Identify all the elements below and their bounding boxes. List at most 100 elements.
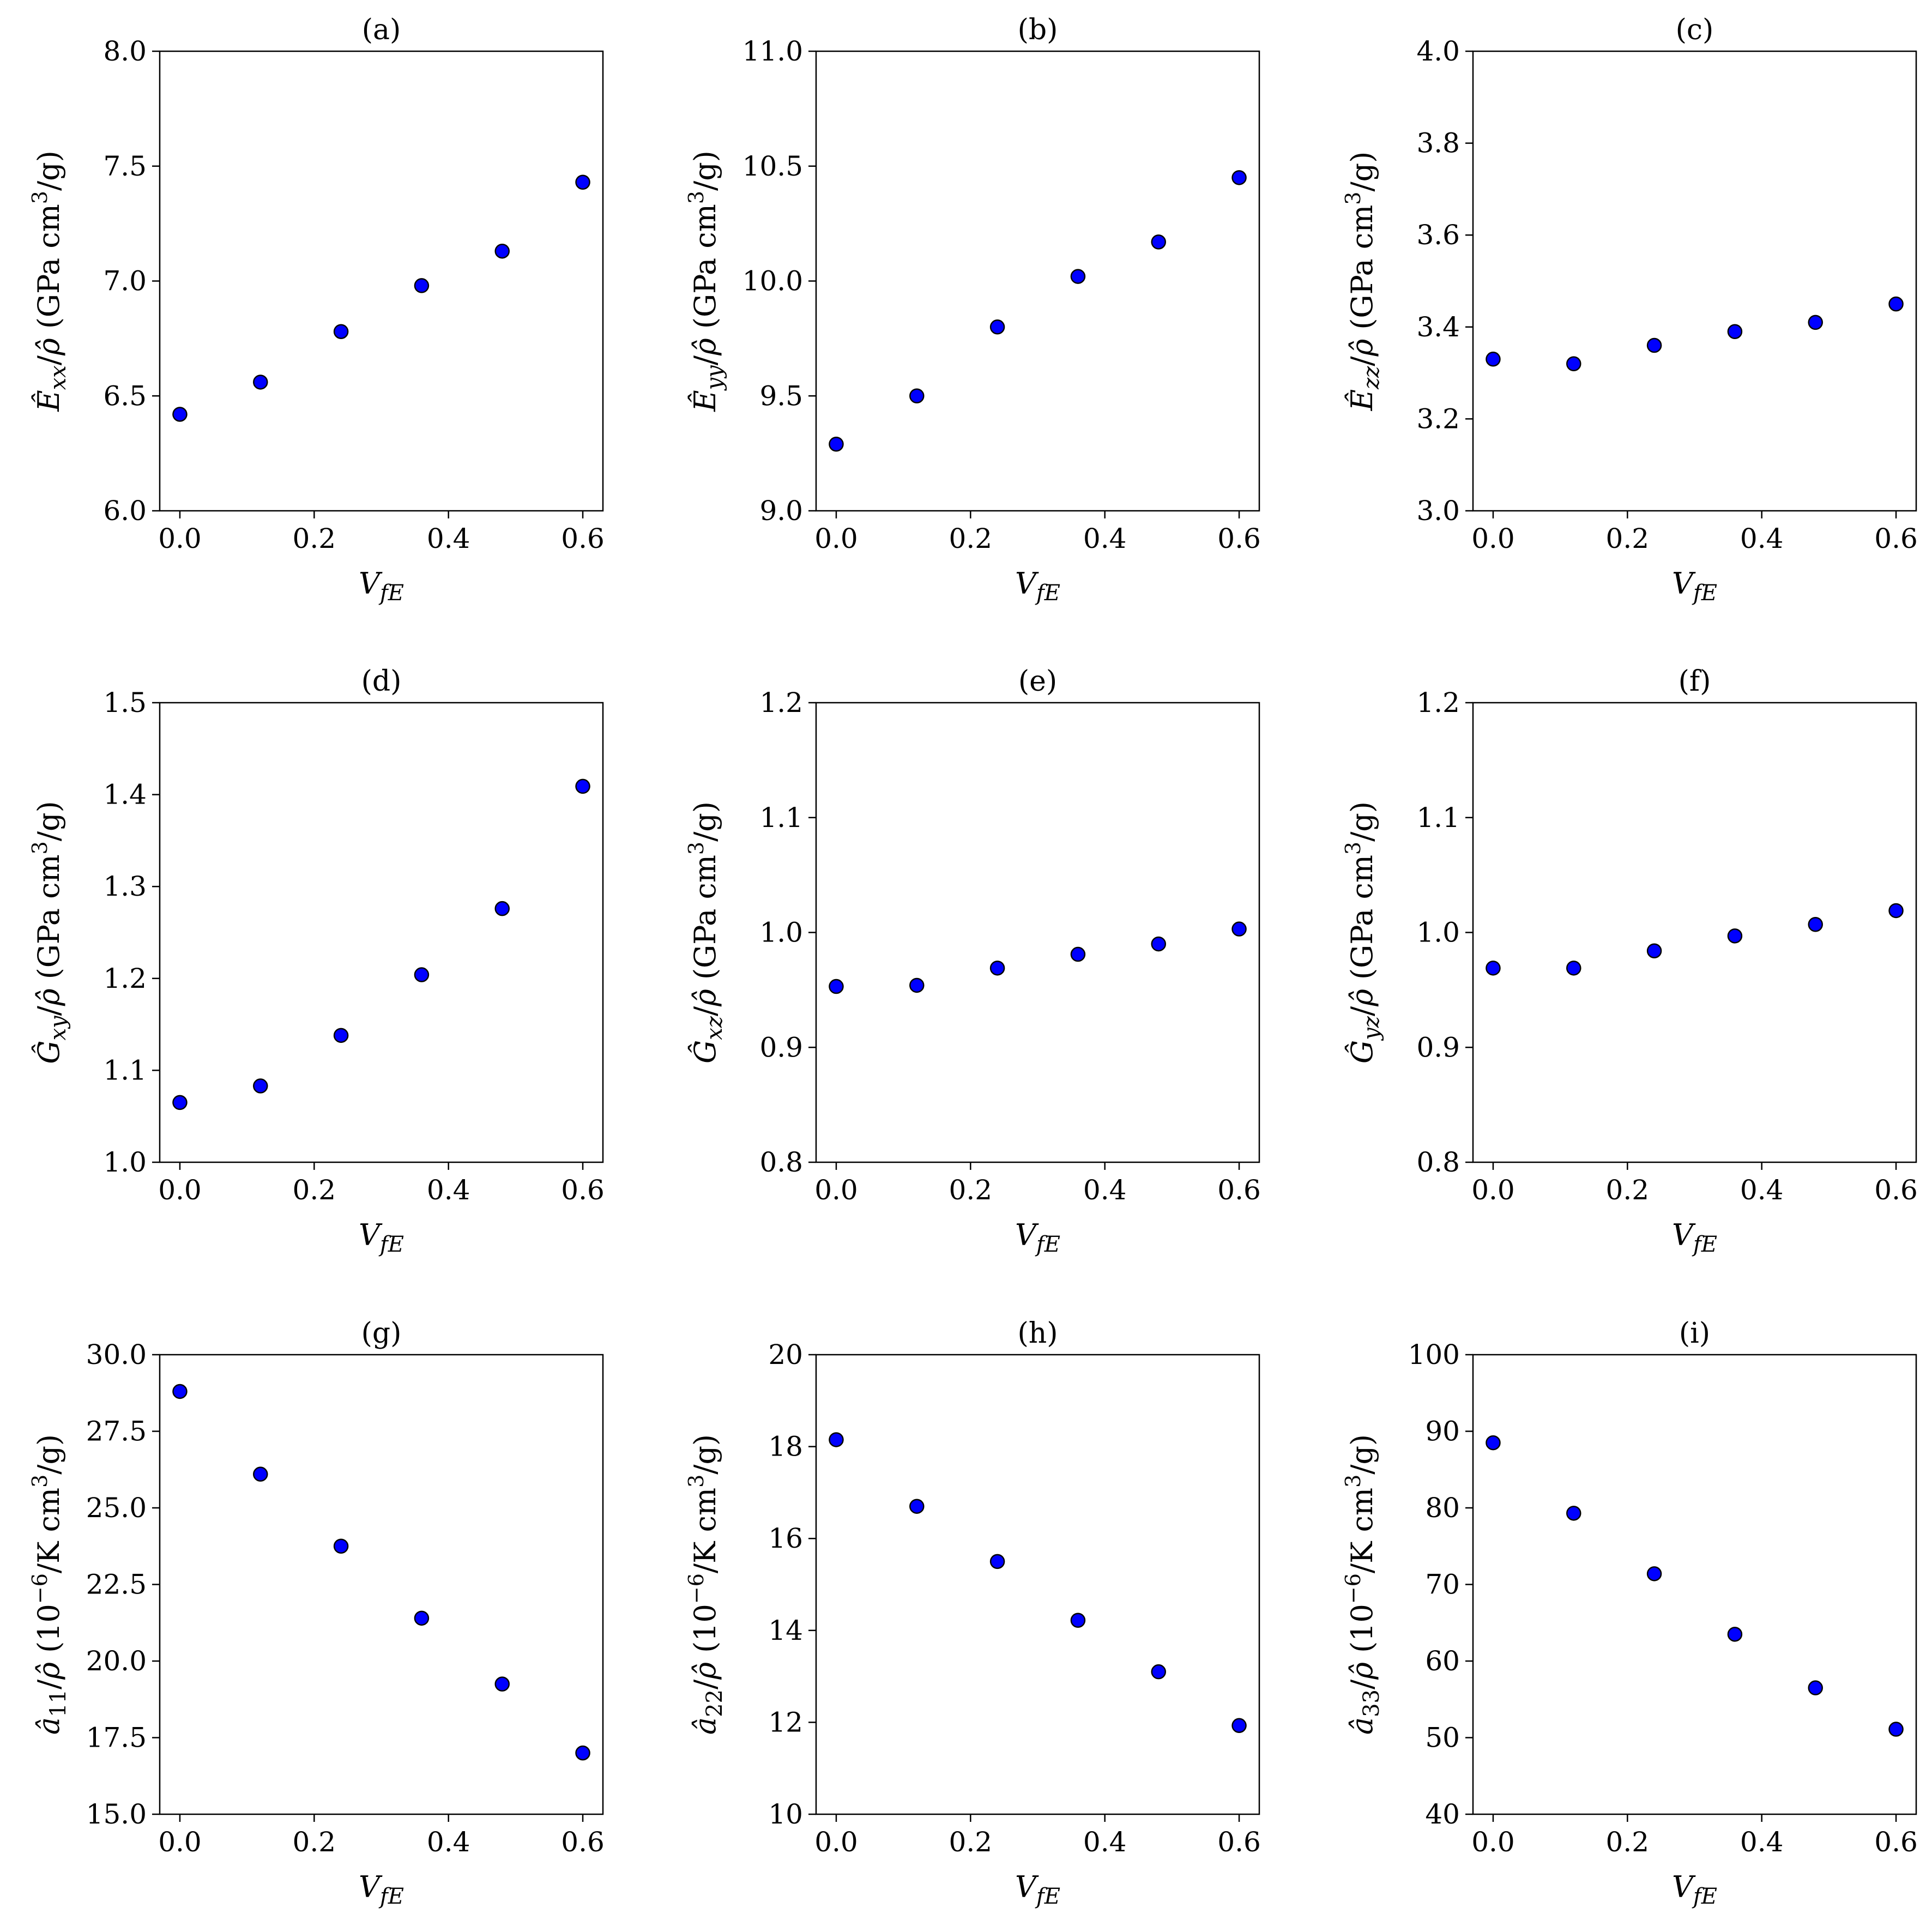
y-tick-label: 12 <box>768 1706 803 1738</box>
x-tick-label: 0.0 <box>158 1174 202 1206</box>
y-tick-label: 10.5 <box>742 150 803 182</box>
y-tick-label: 0.8 <box>1416 1146 1460 1178</box>
x-axis-label: VfE <box>359 1870 404 1909</box>
y-tick-label: 30.0 <box>86 1339 147 1370</box>
data-point <box>1646 1566 1662 1581</box>
y-axis-label: â33/ρ̂ (10−6/K cm3/g) <box>1341 1434 1384 1735</box>
x-tick-label: 0.2 <box>293 1826 336 1858</box>
y-axis-label: Êxx/ρ̂ (GPa cm3/g) <box>28 150 71 412</box>
data-point <box>829 1432 844 1447</box>
panel-title: (d) <box>361 665 402 698</box>
panel-h: (h) 0.0 0.2 0.4 0.6 10 12 14 16 18 20 VfE â22/ρ̂ (10… <box>684 1317 1261 1909</box>
x-tick-label: 0.4 <box>1740 523 1784 554</box>
x-tick-label: 0.6 <box>561 1174 605 1206</box>
y-axis-label: â22/ρ̂ (10−6/K cm3/g) <box>684 1434 727 1735</box>
x-axis-label: VfE <box>1672 1218 1717 1257</box>
y-axis-label: Êyy/ρ̂ (GPa cm3/g) <box>684 150 727 412</box>
y-tick-label: 20.0 <box>86 1645 147 1677</box>
x-tick-label: 0.0 <box>1471 1826 1515 1858</box>
data-point <box>575 778 590 794</box>
data-point <box>1486 1435 1501 1451</box>
data-point <box>575 1745 590 1761</box>
data-point <box>1231 1718 1247 1734</box>
y-axis-label: Ĝyz/ρ̂ (GPa cm3/g) <box>1341 801 1384 1064</box>
x-tick-label: 0.0 <box>158 523 202 554</box>
x-tick-label: 0.0 <box>1471 1174 1515 1206</box>
x-tick-label: 0.4 <box>1740 1826 1784 1858</box>
x-tick-label: 0.2 <box>1606 1826 1650 1858</box>
x-tick-label: 0.4 <box>1083 1826 1127 1858</box>
x-tick-label: 0.0 <box>814 1826 858 1858</box>
data-point <box>414 967 430 982</box>
plot-frame <box>1472 50 1917 512</box>
panel-i: (i) 0.0 0.2 0.4 0.6 40 50 60 70 80 90 100 VfE â33/ρ̂ … <box>1341 1317 1918 1909</box>
y-tick-label: 0.9 <box>1416 1031 1460 1063</box>
plot-frame <box>815 702 1260 1163</box>
data-point <box>414 278 430 293</box>
data-point <box>909 1499 925 1514</box>
y-tick-label: 3.0 <box>1416 495 1460 527</box>
data-point <box>1808 315 1823 330</box>
y-tick-label: 14 <box>768 1615 803 1646</box>
x-tick-label: 0.2 <box>949 1174 993 1206</box>
data-point <box>575 174 590 190</box>
y-tick-label: 50 <box>1425 1722 1460 1754</box>
x-tick-label: 0.4 <box>1740 1174 1784 1206</box>
data-point <box>172 1095 188 1110</box>
x-axis-label: VfE <box>1015 566 1060 606</box>
x-axis-label: VfE <box>1672 1870 1717 1909</box>
x-tick-label: 0.4 <box>427 523 470 554</box>
x-axis-label: VfE <box>1672 566 1717 606</box>
data-point <box>1070 1613 1086 1628</box>
y-tick-label: 1.2 <box>1416 687 1460 719</box>
data-point <box>1486 352 1501 367</box>
x-tick-label: 0.2 <box>293 1174 336 1206</box>
y-tick-label: 0.9 <box>759 1031 803 1063</box>
data-point <box>1231 170 1247 185</box>
y-axis-label: Êzz/ρ̂ (GPa cm3/g) <box>1341 152 1384 412</box>
plot-frame <box>159 702 604 1163</box>
panel-b: (b) 0.0 0.2 0.4 0.6 9.0 9.5 10.0 10.5 11.0 VfE Êyy/… <box>684 14 1261 606</box>
y-tick-label: 10.0 <box>742 265 803 297</box>
plot-frame <box>159 50 604 512</box>
x-tick-label: 0.4 <box>427 1826 470 1858</box>
y-tick-label: 40 <box>1425 1798 1460 1830</box>
data-point <box>1070 269 1086 284</box>
y-tick-label: 8.0 <box>103 35 147 67</box>
panel-title: (b) <box>1018 14 1058 46</box>
panel-title: (f) <box>1679 665 1711 698</box>
x-tick-label: 0.0 <box>1471 523 1515 554</box>
y-tick-label: 1.0 <box>759 917 803 949</box>
panel-title: (g) <box>361 1317 402 1350</box>
y-tick-label: 17.5 <box>86 1722 147 1754</box>
y-tick-label: 22.5 <box>86 1569 147 1601</box>
plot-frame <box>815 1354 1260 1815</box>
plot-frame <box>1472 1354 1917 1815</box>
y-tick-label: 70 <box>1425 1569 1460 1601</box>
panel-e: (e) 0.0 0.2 0.4 0.6 0.8 0.9 1.0 1.1 1.2 VfE Ĝxz/ρ̂ … <box>684 665 1261 1257</box>
plot-frame <box>159 1354 604 1815</box>
data-point <box>494 901 510 916</box>
y-tick-label: 20 <box>768 1339 803 1370</box>
data-point <box>1151 234 1166 250</box>
y-tick-label: 1.2 <box>103 963 147 994</box>
data-point <box>1888 1722 1904 1737</box>
x-tick-label: 0.4 <box>1083 523 1127 554</box>
data-point <box>1231 921 1247 937</box>
data-point <box>1566 961 1581 976</box>
x-tick-label: 0.2 <box>293 523 336 554</box>
x-tick-label: 0.6 <box>1217 1174 1261 1206</box>
x-tick-label: 0.2 <box>949 1826 993 1858</box>
y-tick-label: 3.8 <box>1416 128 1460 159</box>
x-axis-label: VfE <box>1015 1218 1060 1257</box>
y-tick-label: 7.5 <box>103 150 147 182</box>
data-point <box>1808 1680 1823 1695</box>
y-tick-label: 6.0 <box>103 495 147 527</box>
y-tick-label: 1.1 <box>759 802 803 834</box>
y-tick-label: 100 <box>1408 1339 1460 1370</box>
data-point <box>1151 1664 1166 1680</box>
data-point <box>1727 928 1743 944</box>
y-tick-label: 3.6 <box>1416 219 1460 251</box>
y-tick-label: 7.0 <box>103 265 147 297</box>
